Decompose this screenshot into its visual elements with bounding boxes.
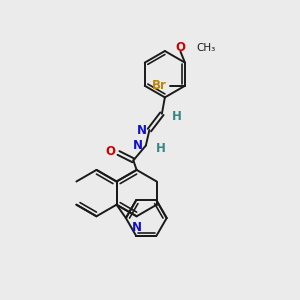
- Text: O: O: [176, 41, 185, 54]
- Text: CH₃: CH₃: [196, 43, 215, 53]
- Text: O: O: [106, 145, 116, 158]
- Text: Br: Br: [152, 79, 167, 92]
- Text: H: H: [172, 110, 182, 123]
- Text: H: H: [156, 142, 166, 155]
- Text: N: N: [136, 124, 146, 136]
- Text: N: N: [133, 139, 143, 152]
- Text: N: N: [132, 221, 142, 234]
